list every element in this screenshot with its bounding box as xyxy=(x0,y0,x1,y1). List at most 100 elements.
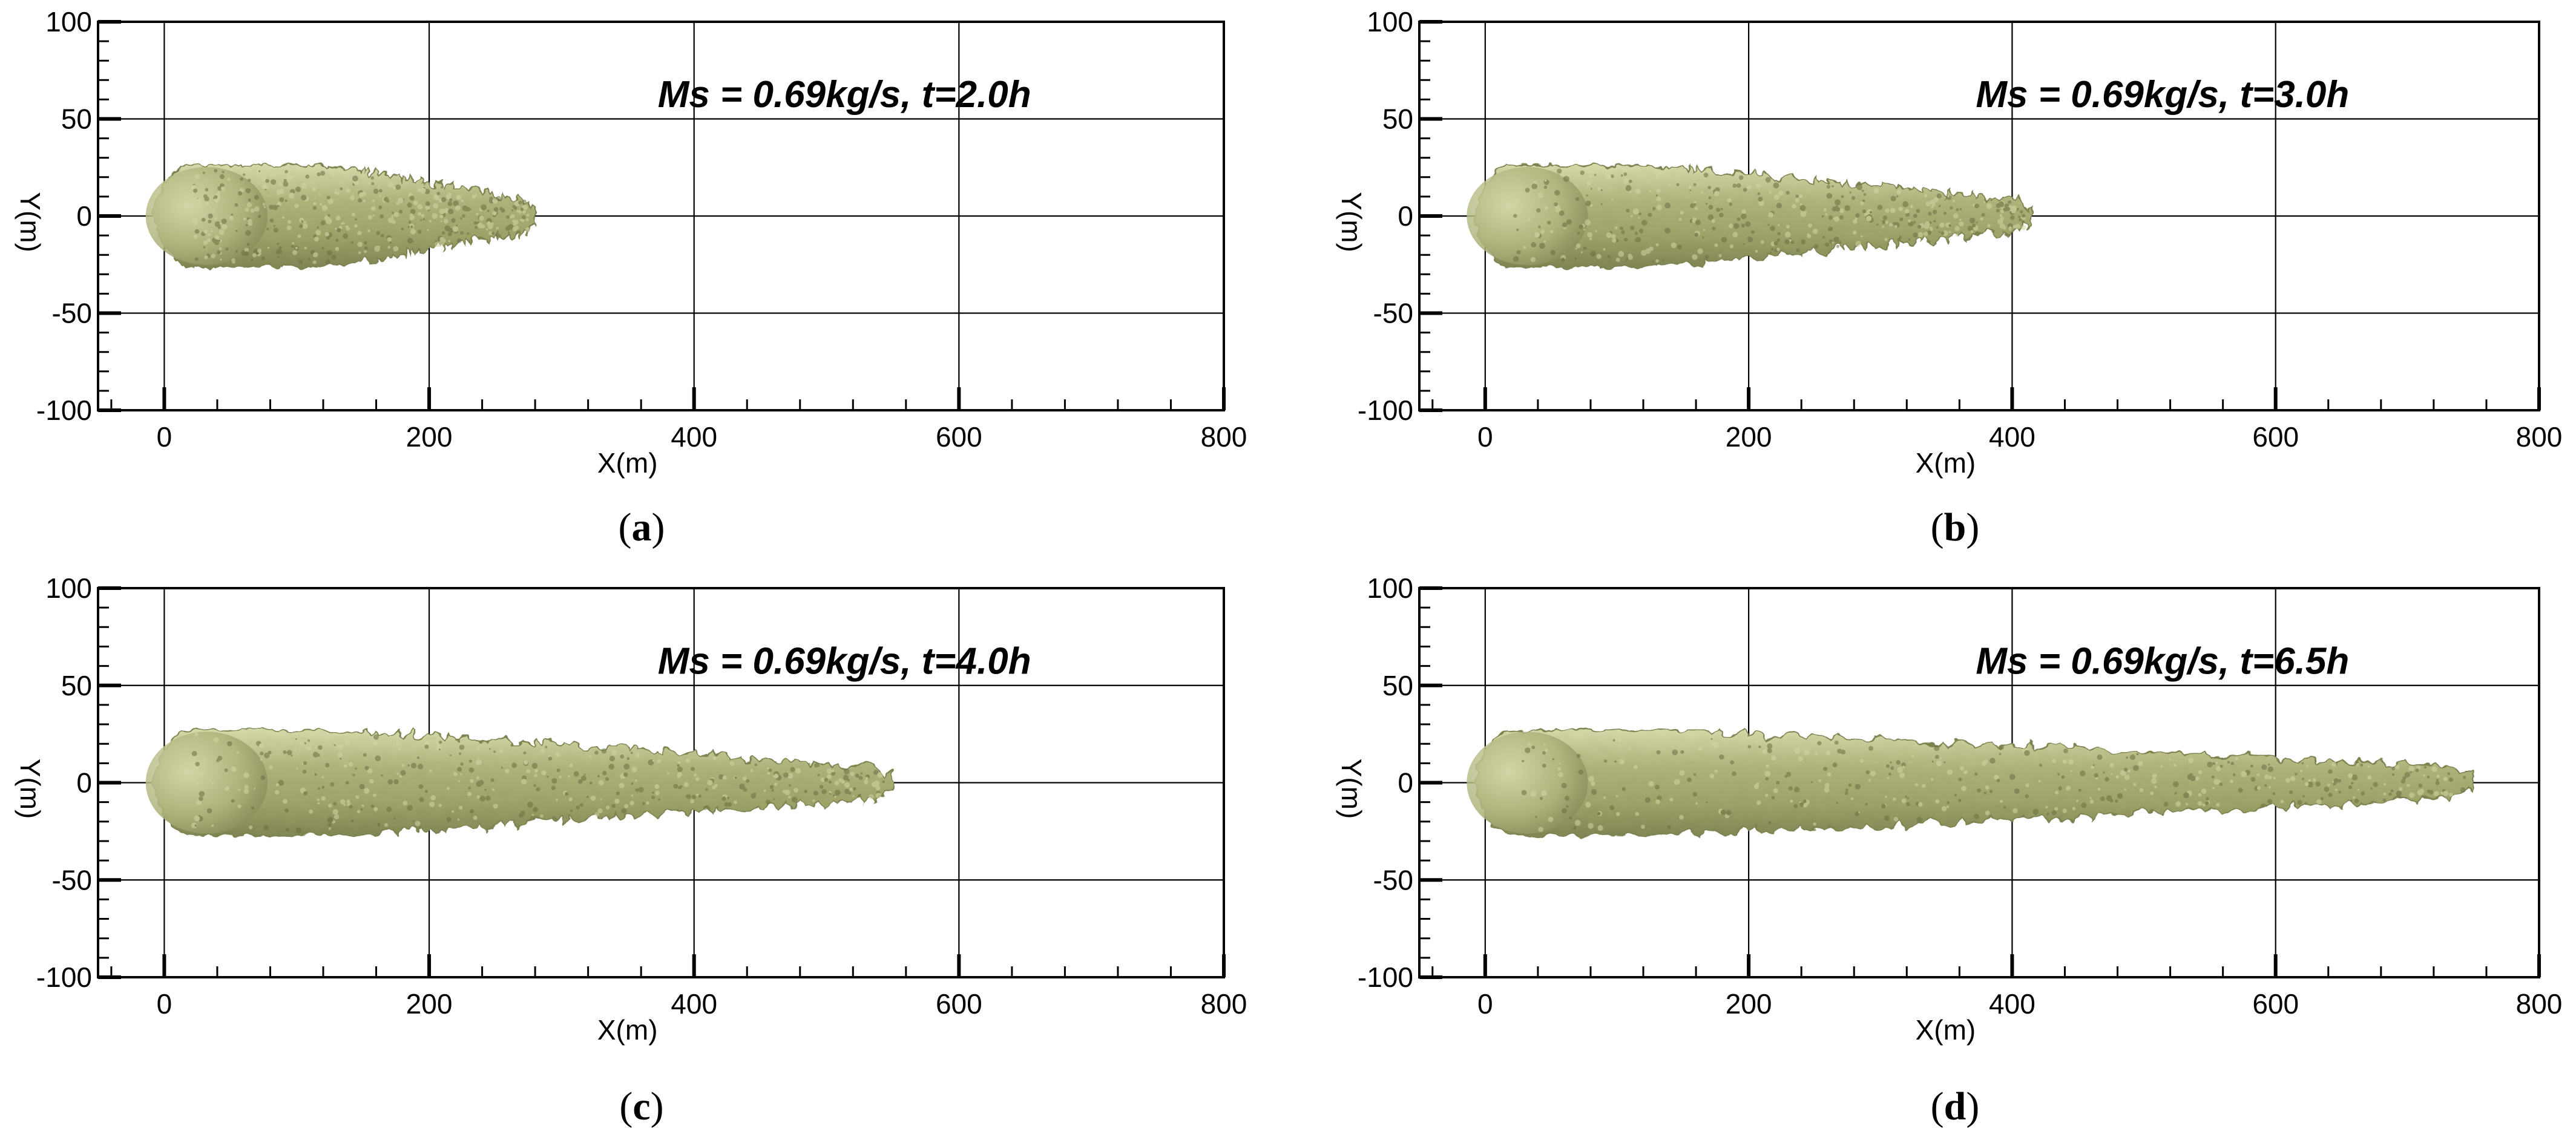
plume-speck-d xyxy=(1946,805,1950,808)
plume-speck-d xyxy=(1990,758,1996,764)
plume-speck-c xyxy=(877,772,883,778)
plume-speck-a xyxy=(326,218,332,224)
plume-speck-a xyxy=(319,203,323,206)
plume-speck-d xyxy=(1944,761,1946,764)
plume-speck-d xyxy=(1916,817,1922,823)
plume-speck-d xyxy=(2227,761,2230,764)
plume-speck-a xyxy=(335,188,337,191)
plume-speck-d xyxy=(1679,814,1684,820)
plume-speck-c xyxy=(852,795,855,798)
plume-speck-b xyxy=(1832,185,1834,188)
plume-speck-d xyxy=(1858,811,1861,814)
plume-speck-c xyxy=(865,777,869,780)
plume-speck-b xyxy=(1805,211,1807,214)
plume-speck-d xyxy=(2460,787,2466,793)
plume-speck-a xyxy=(297,234,301,238)
plume-speck-d xyxy=(2256,786,2261,790)
plume-speck-d xyxy=(2273,776,2276,780)
plume-speck-d xyxy=(2012,808,2018,813)
plume-speck-a xyxy=(443,218,448,224)
plume-speck-a xyxy=(363,250,367,254)
plume-speck-b xyxy=(2009,215,2015,220)
plume-speck-b xyxy=(1996,209,2000,213)
plume-speck-d xyxy=(2175,801,2181,807)
plume-speck-c xyxy=(686,794,691,799)
plume-speck-c xyxy=(767,772,770,775)
plume-speck-b xyxy=(1543,240,1546,243)
y-tick-label-100-d: 100 xyxy=(1367,572,1413,604)
plume-speck-b xyxy=(1559,210,1565,216)
plume-speck-a xyxy=(372,199,375,203)
plume-speck-c xyxy=(370,804,375,808)
plume-speck-a xyxy=(335,228,337,230)
plume-speck-d xyxy=(1803,803,1807,808)
plume-speck-b xyxy=(1732,232,1738,237)
plume-speck-b xyxy=(1727,198,1732,203)
plume-speck-c xyxy=(531,814,534,816)
plume-speck-a xyxy=(429,220,432,223)
plume-speck-b xyxy=(1835,199,1841,206)
plume-speck-b xyxy=(1770,226,1775,231)
plume-speck-b xyxy=(1575,247,1577,250)
plume-speck-d xyxy=(1657,795,1662,801)
plume-speck-c xyxy=(260,752,264,756)
plume-speck-b xyxy=(1652,260,1654,263)
plume-speck-d xyxy=(2431,766,2437,773)
plume-speck-d xyxy=(2220,764,2223,768)
plume-speck-c xyxy=(307,739,310,742)
plume-speck-d xyxy=(1747,745,1752,749)
panel-c: 0 200 400 600 800 -100 -50 0 50 100 X(m) Y(m) Ms = 0… xyxy=(15,572,1247,1129)
plume-speck-c xyxy=(501,767,503,769)
plume-speck-d xyxy=(1558,772,1563,778)
plume-speck-b xyxy=(1861,189,1864,192)
plume-speck-d xyxy=(2126,756,2129,759)
plume-speck-a xyxy=(417,204,423,209)
x-tick-label-800-c: 800 xyxy=(1201,988,1247,1020)
plume-speck-b xyxy=(1638,217,1640,219)
plume-speck-c xyxy=(387,779,393,785)
plume-speck-d xyxy=(2124,788,2127,791)
plume-speck-d xyxy=(1622,787,1626,791)
plume-speck-d xyxy=(1974,814,1979,819)
x-tick-label-600-d: 600 xyxy=(2252,988,2299,1020)
plume-speck-b xyxy=(1741,223,1746,228)
plume-speck-b xyxy=(1540,229,1545,234)
plume-speck-a xyxy=(358,198,363,203)
plume-speck-c xyxy=(852,787,856,791)
plume-speck-c xyxy=(685,758,690,763)
plume-speck-b xyxy=(1543,185,1548,189)
plume-speck-d xyxy=(1693,773,1697,776)
plume-speck-d xyxy=(2089,797,2092,799)
plume-speck-b xyxy=(1775,194,1779,199)
plume-speck-c xyxy=(318,745,323,750)
plume-speck-c xyxy=(328,827,332,830)
plume-speck-c xyxy=(356,810,361,814)
plume-speck-d xyxy=(2051,810,2057,816)
plume-speck-a xyxy=(314,237,319,242)
plume-speck-c xyxy=(199,791,205,797)
plume-speck-a xyxy=(321,247,324,250)
plume-speck-c xyxy=(460,773,462,776)
plume-speck-b xyxy=(1773,241,1778,246)
plume-speck-a xyxy=(301,194,307,201)
plume-speck-a xyxy=(327,250,333,256)
plume-speck-a xyxy=(448,240,451,243)
plume-speck-b xyxy=(1839,215,1844,220)
plume-speck-a xyxy=(193,234,198,239)
plume-speck-a xyxy=(284,199,288,202)
plume-speck-b xyxy=(1882,220,1887,224)
plume-speck-b xyxy=(1899,217,1904,221)
plume-speck-b xyxy=(1634,239,1637,242)
plume-speck-a xyxy=(204,196,209,201)
plume-speck-a xyxy=(380,234,384,238)
plume-speck-d xyxy=(2151,778,2157,784)
plume-speck-b xyxy=(1882,215,1888,220)
plume-speck-d xyxy=(1911,755,1914,758)
plume-speck-c xyxy=(476,747,481,750)
plume-speck-b xyxy=(1976,221,1978,224)
plume-speck-a xyxy=(489,196,493,200)
plume-speck-d xyxy=(2039,764,2042,767)
plume-speck-b xyxy=(2002,226,2006,230)
plume-speck-c xyxy=(631,767,637,773)
plume-speck-a xyxy=(265,179,269,183)
